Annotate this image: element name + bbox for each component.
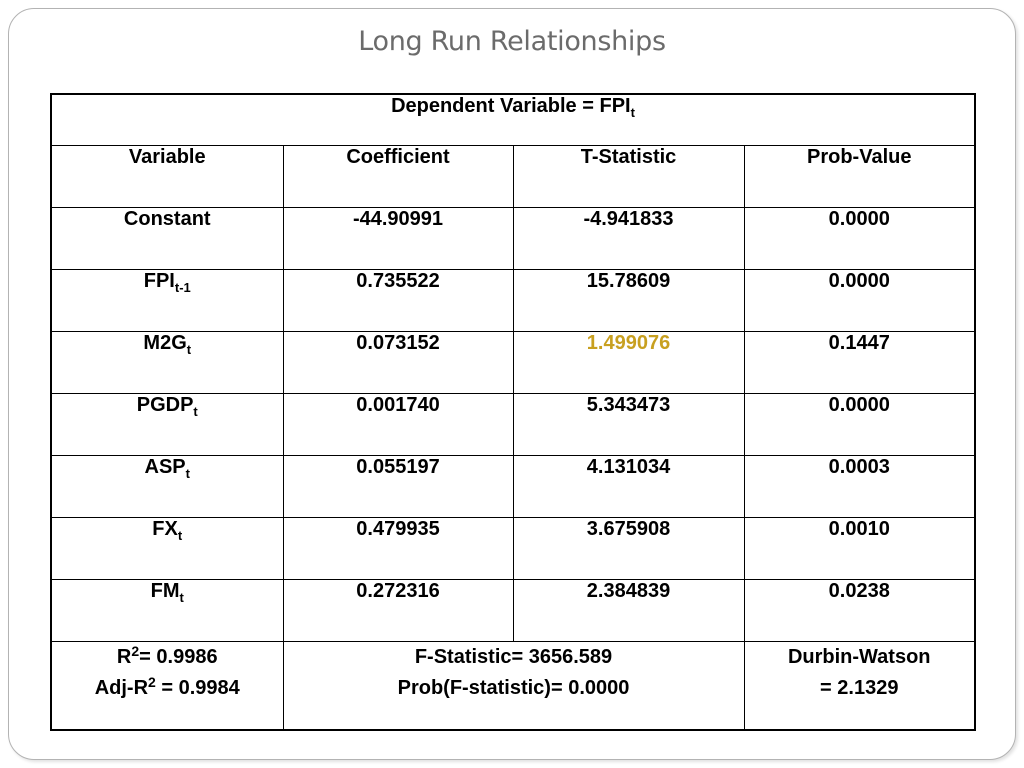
- variable-subscript: t: [177, 528, 183, 543]
- variable-name: FPI: [143, 270, 175, 292]
- table-row: FMt 0.272316 2.384839 0.0238: [50, 579, 976, 642]
- coefficient-cell: -44.90991: [282, 207, 514, 270]
- adj-r-squared-line: Adj-R2 = 0.9984: [52, 673, 283, 704]
- r-squared-label: R: [116, 646, 132, 668]
- r-squared-line: R2= 0.9986: [52, 642, 283, 673]
- coefficient-cell: 0.073152: [282, 331, 514, 394]
- variable-cell: M2Gt: [50, 331, 284, 394]
- durbin-watson-value: = 2.1329: [820, 677, 899, 699]
- dependent-variable-cell: Dependent Variable = FPIt: [50, 93, 976, 146]
- table-row: M2Gt 0.073152 1.499076 0.1447: [50, 331, 976, 394]
- durbin-watson-label: Durbin-Watson: [787, 646, 931, 668]
- header-t-statistic: T-Statistic: [512, 145, 745, 208]
- variable-subscript: t: [193, 404, 198, 419]
- adj-r-squared-value: = 0.9984: [155, 677, 240, 699]
- coefficient-cell: 0.055197: [282, 455, 514, 518]
- r-squared-value: = 0.9986: [139, 646, 218, 668]
- variable-cell: FXt: [50, 517, 284, 580]
- variable-cell: FPIt-1: [50, 269, 284, 332]
- t-statistic-cell-highlighted: 1.499076: [512, 331, 745, 394]
- r-squared-superscript: 2: [131, 643, 140, 659]
- coefficient-cell: 0.001740: [282, 393, 514, 456]
- t-statistic-cell: 15.78609: [512, 269, 745, 332]
- table-row: PGDPt 0.001740 5.343473 0.0000: [50, 393, 976, 456]
- prob-value-cell: 0.0010: [743, 517, 976, 580]
- t-statistic-cell: -4.941833: [512, 207, 745, 270]
- adj-r-squared-superscript: 2: [148, 674, 156, 690]
- f-statistic-line: F-Statistic= 3656.589: [414, 646, 613, 668]
- prob-value-cell: 0.0000: [743, 393, 976, 456]
- table-row: Constant -44.90991 -4.941833 0.0000: [50, 207, 976, 270]
- variable-subscript: t: [179, 590, 184, 605]
- header-prob-value: Prob-Value: [743, 145, 976, 208]
- prob-value-cell: 0.0000: [743, 269, 976, 332]
- variable-name: FM: [150, 580, 180, 602]
- dependent-variable-label: Dependent Variable = FPI: [391, 95, 631, 117]
- t-statistic-cell: 3.675908: [512, 517, 745, 580]
- variable-name: PGDP: [136, 394, 194, 416]
- summary-row: R2= 0.9986 Adj-R2 = 0.9984 F-Statistic= …: [50, 641, 976, 730]
- dependent-variable-subscript: t: [630, 105, 635, 120]
- t-statistic-cell: 5.343473: [512, 393, 745, 456]
- variable-subscript: t-1: [174, 280, 191, 295]
- variable-subscript: t: [186, 342, 192, 357]
- header-variable: Variable: [50, 145, 284, 208]
- variable-name: ASP: [144, 456, 186, 478]
- table-row: FXt 0.479935 3.675908 0.0010: [50, 517, 976, 580]
- variable-name: FX: [152, 518, 178, 540]
- r-squared-cell: R2= 0.9986 Adj-R2 = 0.9984: [50, 641, 284, 730]
- header-row: Variable Coefficient T-Statistic Prob-Va…: [50, 145, 976, 208]
- f-statistic-cell: F-Statistic= 3656.589 Prob(F-statistic)=…: [282, 641, 745, 730]
- variable-subscript: t: [185, 466, 190, 481]
- variable-cell: PGDPt: [50, 393, 284, 456]
- dependent-variable-row: Dependent Variable = FPIt: [50, 93, 976, 146]
- prob-value-cell: 0.0000: [743, 207, 976, 270]
- coefficient-cell: 0.479935: [282, 517, 514, 580]
- table-row: ASPt 0.055197 4.131034 0.0003: [50, 455, 976, 518]
- slide-title: Long Run Relationships: [358, 26, 666, 57]
- t-statistic-cell: 4.131034: [512, 455, 745, 518]
- table-row: FPIt-1 0.735522 15.78609 0.0000: [50, 269, 976, 332]
- t-statistic-cell: 2.384839: [512, 579, 745, 642]
- variable-name: M2G: [143, 332, 187, 354]
- variable-cell: ASPt: [50, 455, 284, 518]
- header-coefficient: Coefficient: [282, 145, 514, 208]
- prob-value-cell: 0.1447: [743, 331, 976, 394]
- prob-f-statistic-line: Prob(F-statistic)= 0.0000: [397, 677, 630, 699]
- prob-value-cell: 0.0003: [743, 455, 976, 518]
- coefficient-cell: 0.735522: [282, 269, 514, 332]
- regression-table: Dependent Variable = FPIt Variable Coeff…: [50, 93, 976, 731]
- durbin-watson-cell: Durbin-Watson = 2.1329: [743, 641, 976, 730]
- prob-value-cell: 0.0238: [743, 579, 976, 642]
- variable-cell: FMt: [50, 579, 284, 642]
- variable-name: Constant: [123, 208, 211, 230]
- variable-cell: Constant: [50, 207, 284, 270]
- coefficient-cell: 0.272316: [282, 579, 514, 642]
- adj-r-squared-label: Adj-R: [94, 677, 149, 699]
